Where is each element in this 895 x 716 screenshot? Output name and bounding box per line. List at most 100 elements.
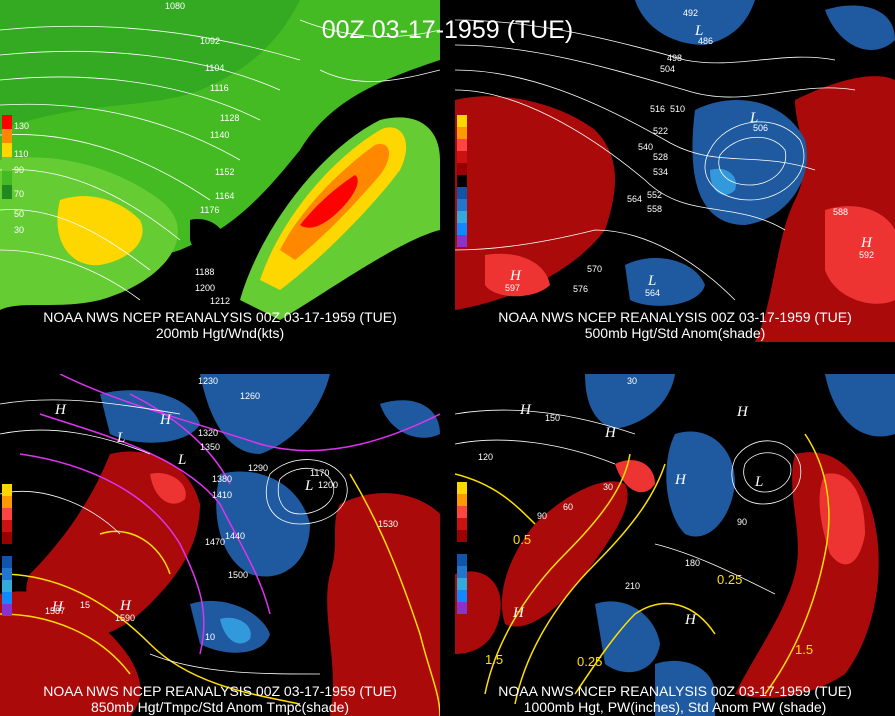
contour-label: 552	[647, 190, 662, 200]
legend-200mb: 130 110 90 70 50 30	[2, 115, 29, 235]
contour-label: 1140	[210, 130, 229, 140]
contour-label: 528	[653, 152, 668, 162]
low-marker: L	[754, 474, 763, 490]
caption-line1: NOAA NWS NCEP REANALYSIS 00Z 03-17-1959 …	[498, 309, 852, 325]
legend-label: 130	[14, 121, 30, 131]
contour-label: 506	[753, 123, 768, 133]
legend-label: 110	[14, 149, 29, 159]
contour-label: 1176	[200, 205, 219, 215]
contour-label: 90	[537, 511, 547, 521]
contour-label: 588	[833, 207, 848, 217]
contour-label: 30	[603, 482, 613, 492]
contour-label: 210	[625, 581, 640, 591]
contour-label: 1104	[205, 63, 224, 73]
high-marker: H	[604, 425, 617, 441]
legend-label: 30	[14, 225, 25, 235]
pw-label: 0.25	[577, 654, 602, 669]
pw-label: 0.25	[717, 572, 742, 587]
high-marker: H	[674, 472, 687, 488]
pw-label: 0.5	[513, 532, 531, 547]
contour-label: 120	[478, 452, 493, 462]
contour-label: 1188	[195, 267, 214, 277]
contour-label: 498	[667, 53, 682, 63]
contour-label: 1116	[210, 83, 229, 93]
caption-line2: 1000mb Hgt, PW(inches), Std Anom PW (sha…	[523, 699, 827, 715]
contour-label: 1470	[205, 537, 225, 547]
high-marker: H	[684, 612, 697, 628]
contour-label: 597	[505, 283, 520, 293]
panel-850mb: 1230 1260 1290 1320 1350 1380 1410 1440 …	[0, 374, 440, 716]
map-500mb: 492 498 504 510 516 522 528 534 540 552 …	[455, 0, 895, 342]
panel-500mb: 492 498 504 510 516 522 528 534 540 552 …	[455, 0, 895, 342]
map-1000mb: 30 30 60 90 120 150 180 210 90 0.5 0.25 …	[455, 374, 895, 716]
contour-label: 1230	[198, 376, 218, 386]
contour-label: 30	[627, 376, 637, 386]
contour-label: 1500	[228, 570, 248, 580]
low-marker: L	[694, 23, 703, 39]
low-marker: L	[177, 452, 186, 468]
contour-label: 1290	[248, 463, 268, 473]
legend-1000mb	[457, 482, 469, 614]
contour-label: 180	[685, 558, 700, 568]
pw-label: 1.5	[485, 652, 503, 667]
contour-label: 504	[660, 64, 675, 74]
map-title: 00Z 03-17-1959 (TUE)	[321, 16, 574, 44]
caption-line1: NOAA NWS NCEP REANALYSIS 00Z 03-17-1959 …	[43, 683, 397, 699]
contour-label: 1128	[220, 113, 239, 123]
panel-1000mb: 30 30 60 90 120 150 180 210 90 0.5 0.25 …	[455, 374, 895, 716]
contour-label: 1170	[310, 468, 329, 478]
high-marker: H	[736, 404, 749, 420]
contour-label: 1410	[212, 490, 232, 500]
high-marker: H	[512, 605, 525, 621]
contour-label: 522	[653, 126, 668, 136]
contour-label: 60	[563, 502, 573, 512]
contour-label: 1380	[212, 474, 232, 484]
high-marker: H	[509, 268, 522, 284]
high-marker: H	[51, 599, 64, 615]
legend-label: 50	[14, 209, 25, 219]
caption-line1: NOAA NWS NCEP REANALYSIS 00Z 03-17-1959 …	[43, 309, 397, 325]
caption-line2: 850mb Hgt/Tmpc/Std Anom Tmpc(shade)	[90, 699, 350, 715]
map-200mb: 1080 1092 1104 1116 1128 1140 1152 1164 …	[0, 0, 440, 342]
contour-label: 1350	[200, 442, 220, 452]
contour-label: 1080	[165, 1, 185, 11]
contour-label: 1320	[198, 428, 218, 438]
contour-label: 492	[683, 8, 698, 18]
contour-label: 1587	[45, 606, 65, 616]
caption-line2: 200mb Hgt/Wnd(kts)	[155, 325, 285, 341]
low-marker: L	[116, 430, 125, 446]
low-marker: L	[647, 273, 656, 289]
contour-label: 564	[627, 194, 642, 204]
high-marker: H	[159, 412, 172, 428]
contour-label: 564	[645, 288, 660, 298]
map-850mb: 1230 1260 1290 1320 1350 1380 1410 1440 …	[0, 374, 440, 716]
high-marker: H	[519, 402, 532, 418]
contour-label: 150	[545, 413, 560, 423]
contour-label: 15	[80, 600, 90, 610]
contour-label: 1200	[318, 480, 338, 490]
contour-label: 1212	[210, 296, 230, 306]
pw-label: 1.5	[795, 642, 813, 657]
contour-label: 1530	[378, 519, 398, 529]
contour-label: 576	[573, 284, 588, 294]
contour-label: 570	[587, 264, 602, 274]
contour-label: 592	[859, 250, 874, 260]
legend-label: 70	[14, 189, 25, 199]
legend-label: 90	[14, 165, 25, 175]
contour-label: 1590	[115, 613, 135, 623]
contour-label: 1440	[225, 531, 245, 541]
high-marker: H	[860, 235, 873, 251]
contour-label: 534	[653, 167, 668, 177]
contour-label: 1152	[215, 167, 234, 177]
contour-label: 1092	[200, 36, 220, 46]
contour-label: 510	[670, 104, 685, 114]
contour-label: 558	[647, 204, 662, 214]
contour-label: 1200	[195, 283, 215, 293]
legend-850mb	[2, 484, 14, 616]
contour-label: 1260	[240, 391, 260, 401]
low-marker: L	[749, 110, 758, 126]
contour-label: 540	[638, 142, 653, 152]
contour-label: 486	[698, 36, 713, 46]
contour-label: 516	[650, 104, 665, 114]
legend-500mb	[457, 115, 469, 247]
